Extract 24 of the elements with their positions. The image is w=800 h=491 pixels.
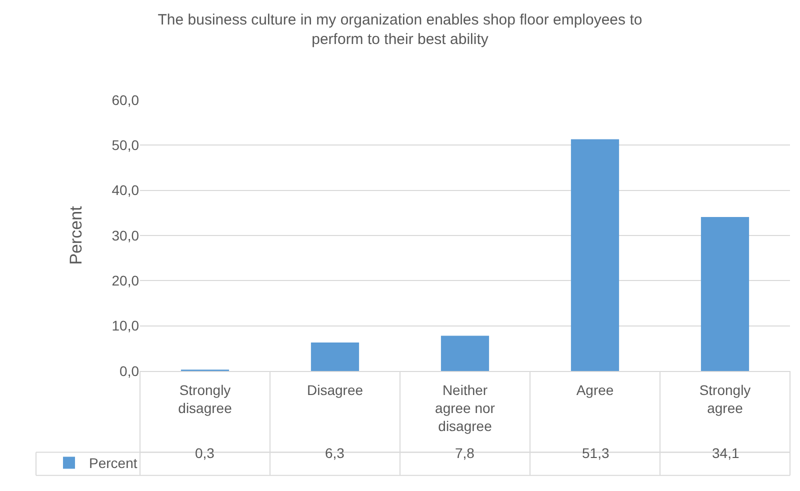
x-tick-label: Neither agree nor disagree (435, 382, 496, 434)
bar (700, 216, 750, 371)
chart-title: The business culture in my organization enables shop floor employees to perform to their best ability (158, 12, 642, 48)
bar (570, 139, 620, 371)
data-label: 7,8 (455, 445, 475, 461)
legend-label: Percent (89, 455, 138, 472)
y-tick-label: 30,0 (112, 227, 140, 244)
data-label: 51,3 (582, 445, 610, 461)
y-axis-title: Percent (66, 206, 86, 265)
x-tick-label: Agree (576, 382, 614, 398)
data-label: 34,1 (712, 445, 740, 461)
y-tick-label: 60,0 (112, 92, 140, 108)
bar (310, 342, 360, 371)
data-label: 6,3 (325, 445, 345, 461)
x-tick-label: Disagree (306, 382, 364, 398)
data-label: 0,3 (195, 445, 215, 461)
y-tick-label: 40,0 (112, 182, 140, 198)
y-tick-label: 10,0 (112, 318, 140, 334)
x-tick-label: Strongly agree (699, 382, 751, 416)
y-tick-label: 20,0 (112, 272, 140, 289)
y-tick-label: 50,0 (112, 137, 140, 154)
y-tick-label: 0,0 (120, 362, 140, 379)
bar (440, 336, 490, 371)
x-tick-label: Strongly disagree (178, 382, 232, 416)
